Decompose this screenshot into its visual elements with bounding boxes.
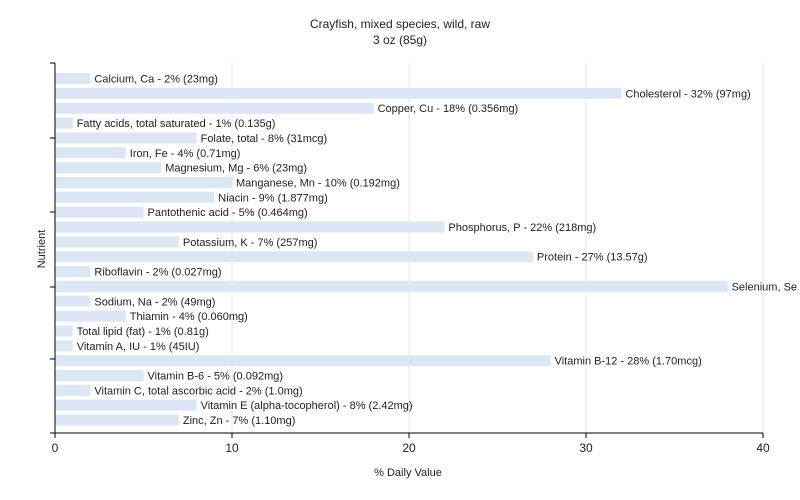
bar	[55, 355, 551, 367]
bar-label: Zinc, Zn - 7% (1.10mg)	[183, 415, 295, 427]
bar	[55, 176, 232, 188]
bar	[55, 206, 144, 218]
bar-label: Vitamin B-12 - 28% (1.70mcg)	[555, 356, 702, 368]
bar-label: Vitamin A, IU - 1% (45IU)	[77, 341, 200, 353]
bar-label: Manganese, Mn - 10% (0.192mg)	[236, 177, 400, 189]
bar	[55, 117, 73, 129]
x-tick-label: 30	[579, 441, 593, 455]
bar-label: Vitamin E (alpha-tocopherol) - 8% (2.42m…	[201, 400, 413, 412]
bar-label: Magnesium, Mg - 6% (23mg)	[165, 163, 307, 175]
bar	[55, 251, 533, 263]
bar	[55, 399, 197, 411]
x-axis-label: % Daily Value	[374, 467, 442, 479]
bar-label: Iron, Fe - 4% (0.71mg)	[130, 148, 241, 160]
x-tick-label: 0	[52, 441, 59, 455]
bar-label: Vitamin C, total ascorbic acid - 2% (1.0…	[94, 385, 302, 397]
bar	[55, 370, 144, 381]
bar-label: Fatty acids, total saturated - 1% (0.135…	[77, 118, 276, 130]
bar-label: Folate, total - 8% (31mcg)	[201, 133, 328, 145]
bar-label: Total lipid (fat) - 1% (0.81g)	[77, 326, 209, 338]
bar	[55, 310, 126, 322]
chart-title: Crayfish, mixed species, wild, raw	[310, 17, 490, 31]
bar-label: Pantothenic acid - 5% (0.464mg)	[148, 207, 308, 219]
bar	[55, 266, 91, 278]
bar-label: Potassium, K - 7% (257mg)	[183, 237, 318, 249]
bar-label: Phosphorus, P - 22% (218mg)	[448, 222, 596, 234]
bar	[55, 295, 91, 307]
bar-label: Calcium, Ca - 2% (23mg)	[94, 74, 217, 86]
bar	[55, 280, 728, 292]
bar-label: Riboflavin - 2% (0.027mg)	[94, 267, 221, 279]
x-tick-label: 40	[756, 441, 770, 455]
bar-label: Selenium, Se - 38% (26.9mcg)	[732, 281, 800, 293]
bar	[55, 102, 374, 114]
grid-lines	[231, 63, 764, 433]
bar	[55, 414, 179, 426]
bar	[55, 340, 73, 352]
bar	[55, 132, 197, 144]
bar	[55, 162, 162, 174]
y-axis-label: Nutrient	[36, 230, 48, 269]
bar	[55, 384, 91, 396]
bar-label: Niacin - 9% (1.877mg)	[218, 192, 327, 204]
bar	[55, 87, 622, 99]
x-tick-label: 20	[402, 441, 416, 455]
bar	[55, 325, 73, 337]
bar	[55, 221, 445, 233]
bar	[55, 147, 126, 159]
chart-subtitle: 3 oz (85g)	[373, 33, 427, 47]
bar-label: Vitamin B-6 - 5% (0.092mg)	[148, 371, 284, 383]
bar	[55, 236, 179, 248]
bar-label: Sodium, Na - 2% (49mg)	[94, 296, 215, 308]
bars-group: Calcium, Ca - 2% (23mg) Cholesterol - 32%…	[55, 73, 800, 427]
x-tick-label: 10	[225, 441, 239, 455]
bar	[55, 73, 91, 84]
bar	[55, 191, 215, 203]
bar-label: Thiamin - 4% (0.060mg)	[130, 311, 248, 323]
bar-label: Cholesterol - 32% (97mg)	[625, 88, 750, 100]
bar-label: Copper, Cu - 18% (0.356mg)	[378, 103, 519, 115]
bar-label: Protein - 27% (13.57g)	[537, 252, 648, 264]
axes-group: 0 10 20 30 40	[50, 62, 770, 455]
